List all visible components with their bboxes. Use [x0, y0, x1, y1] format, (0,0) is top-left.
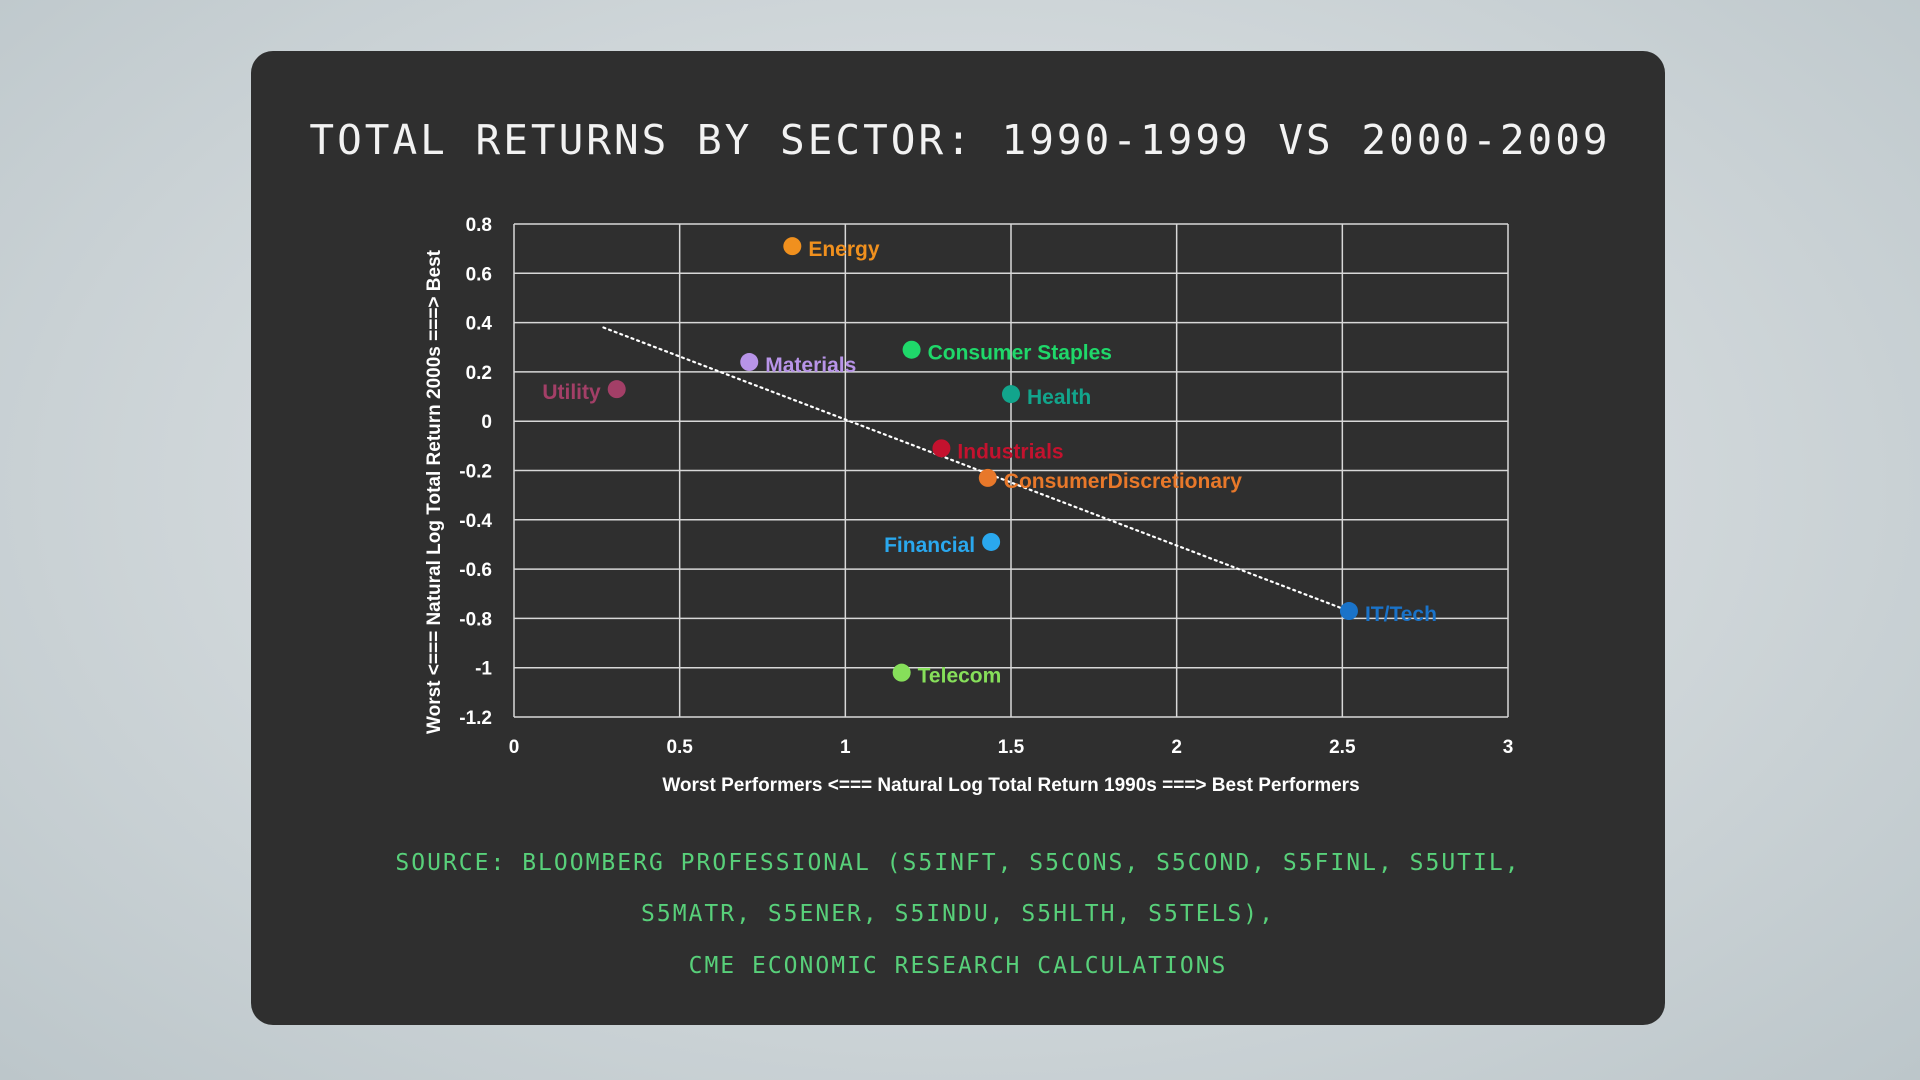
point-label: ConsumerDiscretionary [1004, 470, 1242, 493]
point-label: Utility [542, 381, 601, 404]
source-line-2: S5MATR, S5ENER, S5INDU, S5HLTH, S5TELS), [641, 901, 1275, 927]
point-label: IT/Tech [1365, 603, 1437, 626]
x-axis-label: Worst Performers <=== Natural Log Total … [662, 775, 1359, 796]
chart-title: TOTAL RETURNS BY SECTOR: 1990-1999 VS 20… [309, 116, 1611, 164]
point-label: Consumer Staples [928, 342, 1112, 365]
data-points: Energy Materials Consumer Staples Utility He… [542, 237, 1437, 688]
grid-lines [513, 223, 1509, 718]
point-label: Health [1027, 386, 1091, 409]
point-materials [740, 353, 759, 372]
point-industrials [932, 439, 951, 458]
x-tick-label: 1 [840, 737, 851, 758]
point-health [1002, 385, 1020, 404]
x-tick-labels: 0 0.5 1 1.5 2 2.5 3 [509, 737, 1514, 758]
point-energy [783, 237, 802, 256]
x-tick-label: 2 [1171, 737, 1182, 758]
y-axis-label: Worst <=== Natural Log Total Return 2000… [424, 249, 445, 734]
point-it-tech [1339, 602, 1358, 621]
point-label: Materials [765, 354, 856, 377]
y-tick-label: 0.6 [466, 264, 492, 285]
point-utility [607, 380, 626, 399]
x-tick-label: 1.5 [998, 737, 1025, 758]
y-tick-label: -1.2 [459, 708, 492, 729]
source-line-3: CME ECONOMIC RESEARCH CALCULATIONS [688, 953, 1228, 979]
x-tick-label: 3 [1503, 737, 1514, 758]
x-tick-label: 0.5 [666, 737, 693, 758]
point-telecom [892, 663, 911, 682]
trendline-group [602, 326, 1351, 613]
point-financial [982, 532, 1001, 551]
y-tick-label: 0.8 [466, 215, 492, 236]
point-label: Telecom [918, 665, 1002, 688]
x-tick-label: 2.5 [1329, 737, 1356, 758]
point-label: Energy [808, 238, 880, 261]
chart-card [251, 51, 1665, 1025]
point-label: Financial [884, 534, 975, 557]
x-tick-label: 0 [509, 737, 520, 758]
point-consumerdiscretionary [978, 468, 997, 487]
y-tick-label: -0.2 [459, 462, 492, 483]
source-line-1: SOURCE: BLOOMBERG PROFESSIONAL (S5INFT, … [395, 850, 1521, 876]
y-tick-labels: 0.8 0.6 0.4 0.2 0 -0.2 -0.4 -0.6 -0.8 -1 -1.2 [459, 215, 492, 729]
y-tick-label: -0.8 [459, 609, 492, 630]
trendline [602, 326, 1351, 613]
point-consumer-staples [902, 340, 921, 359]
y-tick-label: 0.4 [466, 314, 493, 335]
y-tick-label: -0.6 [459, 560, 492, 581]
y-tick-label: -0.4 [459, 511, 492, 532]
y-tick-label: 0.2 [466, 363, 492, 384]
point-label: Industrials [957, 440, 1063, 463]
y-tick-label: 0 [481, 412, 492, 433]
y-tick-label: -1 [475, 659, 492, 680]
